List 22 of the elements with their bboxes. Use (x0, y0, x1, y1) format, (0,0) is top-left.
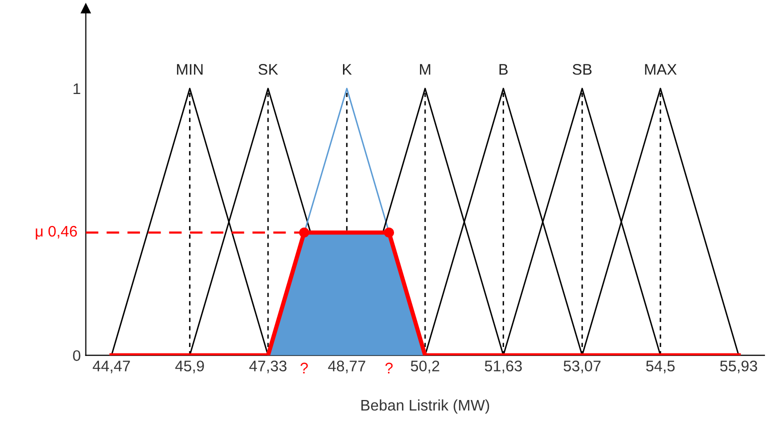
series-label: MIN (177, 64, 203, 75)
x-tick-label: 53,07 (564, 360, 601, 374)
x-tick-label: 45,9 (175, 360, 204, 374)
x-tick-label: 54,5 (646, 360, 675, 374)
x-tick-label: 47,33 (249, 360, 286, 374)
x-axis-title: Beban Listrik (MW) (361, 399, 490, 414)
y-tick-label: 1 (74, 84, 80, 94)
series-label: K (343, 64, 352, 75)
series-label: SB (572, 64, 592, 75)
annotation: ? (300, 362, 308, 374)
x-tick-label: 48,77 (328, 360, 366, 374)
series-label: MAX (645, 64, 677, 75)
x-tick-label: 44,47 (92, 360, 130, 374)
annotation: ? (385, 362, 393, 374)
y-tick-label: 0 (73, 350, 80, 362)
ref-line-label: μ 0,46 (36, 226, 77, 240)
series-label: B (500, 64, 508, 75)
series-label: M (420, 64, 430, 75)
x-tick-label: 55,93 (720, 360, 758, 374)
x-tick-label: 50,2 (410, 360, 440, 374)
series-label: SK (258, 64, 278, 75)
x-tick-label: 51,63 (484, 360, 522, 374)
